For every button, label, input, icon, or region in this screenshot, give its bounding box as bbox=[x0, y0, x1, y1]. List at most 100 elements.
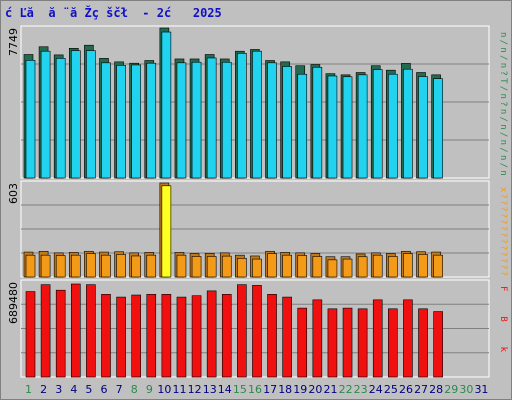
bar-front-day-5 bbox=[86, 284, 96, 378]
bar-front-day-11 bbox=[176, 62, 187, 179]
x-tick-label: 2 bbox=[40, 383, 47, 396]
bar-front-day-16 bbox=[252, 258, 262, 278]
legend-glyph: F bbox=[498, 286, 508, 291]
x-tick-label: 11 bbox=[173, 383, 187, 396]
bar-front-day-9 bbox=[146, 294, 157, 378]
bar-front-day-12 bbox=[191, 61, 202, 179]
bar-front-day-24 bbox=[372, 69, 383, 179]
bar-front-day-22 bbox=[342, 76, 353, 179]
x-tick-label: 30 bbox=[459, 383, 473, 396]
bar-front-day-24 bbox=[372, 299, 383, 378]
bar-front-day-7 bbox=[116, 296, 126, 378]
x-tick-label: 22 bbox=[339, 383, 353, 396]
x-tick-label: 1 bbox=[25, 383, 32, 396]
bar-front-day-9 bbox=[146, 62, 157, 179]
bar-front-day-20 bbox=[312, 66, 323, 179]
legend-glyph: B bbox=[498, 316, 508, 321]
bar-front-day-2 bbox=[40, 254, 51, 278]
x-tick-label: 21 bbox=[323, 383, 337, 396]
x-tick-label: 16 bbox=[248, 383, 262, 396]
legend-glyph: ? bbox=[498, 200, 508, 205]
legend-glyph: n bbox=[498, 32, 508, 37]
x-tick-label: 28 bbox=[429, 383, 443, 396]
x-tick-label: 31 bbox=[474, 383, 488, 396]
legend-glyph: n bbox=[498, 140, 508, 145]
x-tick-label: 3 bbox=[55, 383, 62, 396]
legend-glyph: / bbox=[498, 40, 508, 45]
bar-front-day-25 bbox=[388, 308, 398, 378]
bar-front-day-14 bbox=[221, 61, 232, 179]
bar-front-day-13 bbox=[206, 256, 217, 278]
bar-front-day-21 bbox=[327, 308, 338, 378]
legend-glyph: T bbox=[498, 78, 508, 84]
bar-front-day-12 bbox=[191, 256, 202, 278]
bar-front-day-3 bbox=[55, 255, 66, 278]
bar-front-day-24 bbox=[372, 254, 383, 278]
x-tick-label: 24 bbox=[369, 383, 383, 396]
bar-front-day-27 bbox=[418, 254, 428, 278]
legend-glyph: n bbox=[498, 93, 508, 98]
legend-glyph: ? bbox=[498, 271, 508, 276]
legend-glyph: / bbox=[498, 117, 508, 122]
bar-front-day-19 bbox=[297, 307, 308, 378]
bar-front-day-3 bbox=[55, 289, 66, 378]
x-tick-label: 13 bbox=[203, 383, 217, 396]
bar-front-day-6 bbox=[101, 254, 111, 278]
x-tick-label: 7 bbox=[116, 383, 123, 396]
bar-front-day-22 bbox=[342, 258, 353, 278]
legend-glyph: n bbox=[498, 155, 508, 160]
legend-glyph: ? bbox=[498, 238, 508, 243]
legend-glyph: ? bbox=[498, 245, 508, 250]
x-tick-label: 6 bbox=[101, 383, 108, 396]
bar-front-day-20 bbox=[312, 299, 323, 378]
x-tick-label: 14 bbox=[218, 383, 232, 396]
bar-front-day-22 bbox=[342, 307, 353, 378]
x-tick-label: 26 bbox=[399, 383, 413, 396]
bar-front-day-18 bbox=[282, 296, 292, 378]
x-tick-label: 17 bbox=[263, 383, 277, 396]
bar-front-day-10 bbox=[161, 31, 172, 179]
legend-glyph: ? bbox=[498, 226, 508, 231]
bar-front-day-28 bbox=[433, 78, 443, 179]
bar-front-day-25 bbox=[388, 73, 398, 179]
bar-front-day-15 bbox=[237, 53, 247, 179]
bar-front-day-3 bbox=[55, 58, 66, 179]
legend-glyph: / bbox=[498, 147, 508, 152]
bar-front-day-7 bbox=[116, 65, 126, 179]
legend-glyph: / bbox=[498, 55, 508, 60]
bar-front-day-5 bbox=[86, 50, 96, 179]
bar-front-day-23 bbox=[357, 256, 368, 278]
x-tick-label: 12 bbox=[188, 383, 202, 396]
legend-glyph: k bbox=[498, 347, 508, 353]
bar-front-day-19 bbox=[297, 73, 308, 179]
bar-front-day-5 bbox=[86, 253, 96, 278]
x-tick-label: 4 bbox=[70, 383, 77, 396]
bar-front-day-21 bbox=[327, 259, 338, 278]
legend-glyph: x bbox=[498, 187, 508, 193]
bar-front-day-10 bbox=[161, 294, 172, 378]
bar-front-day-26 bbox=[403, 68, 413, 179]
legend-glyph: n bbox=[498, 109, 508, 114]
x-tick-label: 8 bbox=[131, 383, 138, 396]
bar-front-day-18 bbox=[282, 254, 292, 278]
legend-glyph: / bbox=[498, 132, 508, 137]
bar-front-day-6 bbox=[101, 62, 111, 179]
legend-glyph: / bbox=[498, 86, 508, 91]
x-tick-label: 10 bbox=[157, 383, 171, 396]
chart-title: ć Ľă ă ¨ă Žç ščł - 2ć 2025 bbox=[5, 6, 222, 20]
bar-front-day-1 bbox=[25, 60, 36, 179]
x-tick-label: 19 bbox=[293, 383, 307, 396]
bar-front-day-17 bbox=[267, 294, 277, 378]
bar-front-day-15 bbox=[237, 284, 247, 378]
bar-front-day-4 bbox=[70, 254, 81, 278]
bar-front-day-23 bbox=[357, 74, 368, 179]
legend-glyph: ? bbox=[498, 219, 508, 224]
x-tick-label: 18 bbox=[278, 383, 292, 396]
bar-front-day-19 bbox=[297, 255, 308, 278]
legend-glyph: ? bbox=[498, 264, 508, 269]
bar-front-day-18 bbox=[282, 66, 292, 179]
bar-front-day-16 bbox=[252, 50, 262, 179]
bar-front-day-6 bbox=[101, 294, 111, 378]
bar-front-day-4 bbox=[70, 283, 81, 378]
